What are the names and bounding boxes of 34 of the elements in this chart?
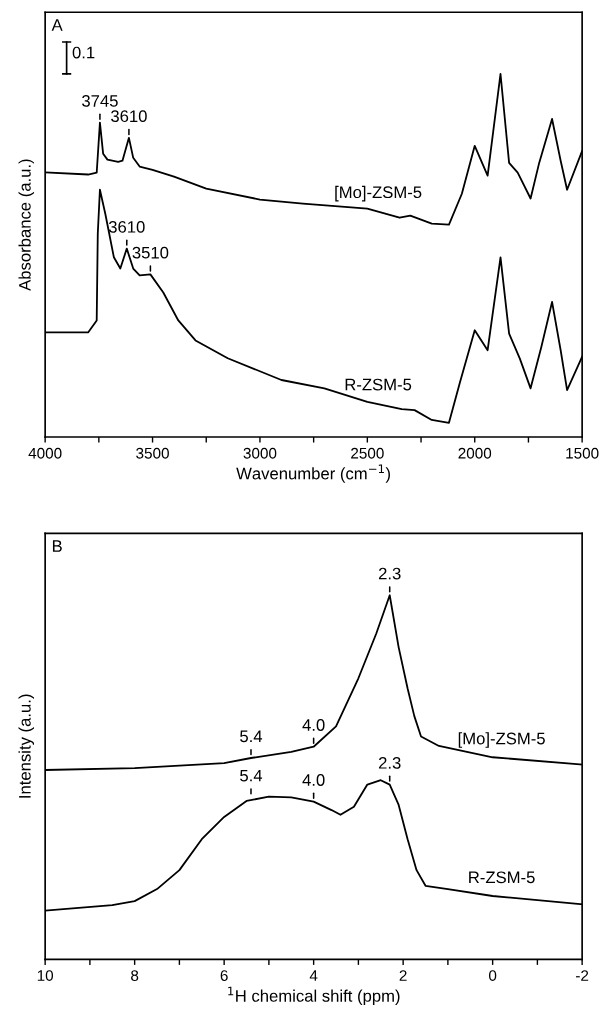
annotation: 3510: [132, 246, 169, 259]
series-label: [Mo]-ZSM-5: [335, 185, 422, 202]
x-axis-title: $^{1}$H chemical shift (ppm): [228, 986, 400, 1006]
x-tick-label: 3000: [243, 447, 277, 459]
text: B: [52, 540, 62, 552]
annotation: 5.4: [240, 730, 263, 743]
series-label: [Mo]-ZSM-5: [458, 732, 545, 748]
y-axis-title: Absorbance (a.u.): [18, 159, 35, 291]
annotation: 4.0: [302, 719, 325, 731]
x-tick-label: 2000: [458, 447, 492, 459]
annotation: 3610: [108, 220, 145, 233]
x-tick-label: 6: [220, 970, 228, 981]
x-tick-label: 4000: [28, 447, 62, 459]
annotation: 2.3: [378, 567, 401, 580]
annotation: 2.3: [378, 756, 401, 769]
annotation: 4.0: [302, 774, 325, 786]
x-axis-title: Wavenumber (cm$^{−1}$): [236, 464, 390, 483]
annotation: 3610: [111, 110, 147, 123]
x-tick-label: 0: [488, 970, 497, 981]
x-tick-label: 8: [131, 970, 139, 981]
series-label: R-ZSM-5: [345, 378, 412, 391]
series-label: R-ZSM-5: [469, 871, 535, 884]
y-axis-title: Intensity (a.u.): [18, 694, 35, 798]
text: 0.1: [72, 46, 95, 59]
x-tick-label: 3500: [136, 447, 169, 459]
x-tick-label: 2500: [351, 447, 384, 459]
x-tick-label: 10: [37, 970, 54, 981]
text: A: [51, 19, 63, 31]
x-tick-label: 2: [399, 970, 407, 981]
x-tick-label: 4: [309, 970, 318, 981]
annotation: 3745: [82, 95, 118, 107]
annotation: 5.4: [240, 769, 263, 782]
x-tick-label: 1500: [566, 447, 599, 459]
x-tick-label: -2: [576, 970, 589, 981]
